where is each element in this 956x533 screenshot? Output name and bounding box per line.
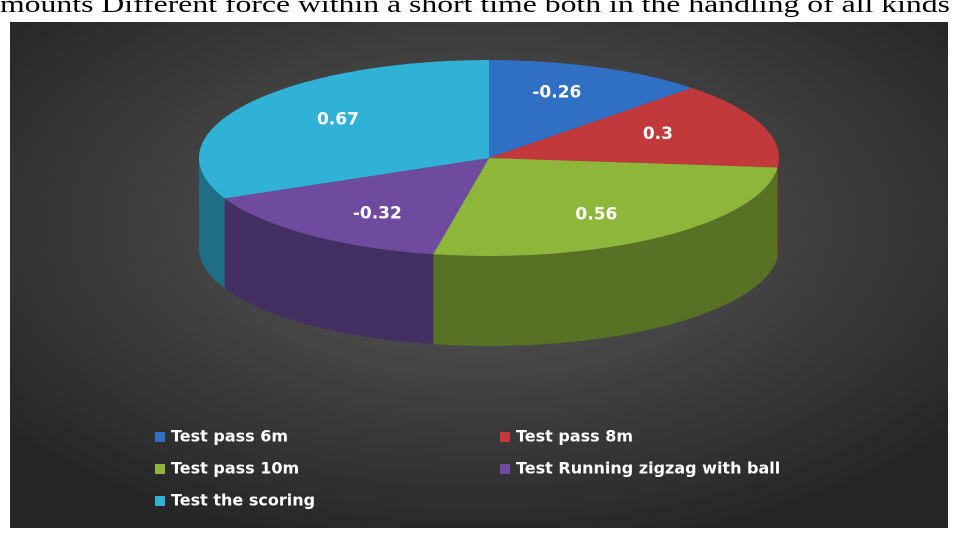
slice xyxy=(489,60,692,158)
slice xyxy=(198,60,489,199)
slice xyxy=(224,158,489,255)
legend-swatch xyxy=(155,432,165,442)
slice-side xyxy=(777,158,779,258)
legend-swatch xyxy=(155,464,165,474)
data-label: 0.67 xyxy=(317,110,359,130)
caption: mounts Different force within a short ti… xyxy=(0,0,950,18)
data-label: -0.26 xyxy=(532,83,581,103)
slice xyxy=(433,158,778,256)
slice-side xyxy=(224,198,434,345)
legend-swatch xyxy=(500,464,510,474)
legend-swatch xyxy=(155,496,165,506)
slice-side xyxy=(199,158,225,289)
slice xyxy=(489,87,779,168)
data-label: 0.3 xyxy=(643,124,673,144)
legend-label: Test pass 10m xyxy=(171,459,299,478)
legend-label: Test the scoring xyxy=(171,491,315,510)
legend-label: Test pass 6m xyxy=(171,427,288,446)
legend-swatch xyxy=(500,432,510,442)
slice-side xyxy=(433,167,778,346)
legend-label: Test Running zigzag with ball xyxy=(516,459,780,478)
data-label: -0.32 xyxy=(353,203,402,223)
data-label: 0.56 xyxy=(575,205,617,225)
legend-label: Test pass 8m xyxy=(516,427,633,446)
